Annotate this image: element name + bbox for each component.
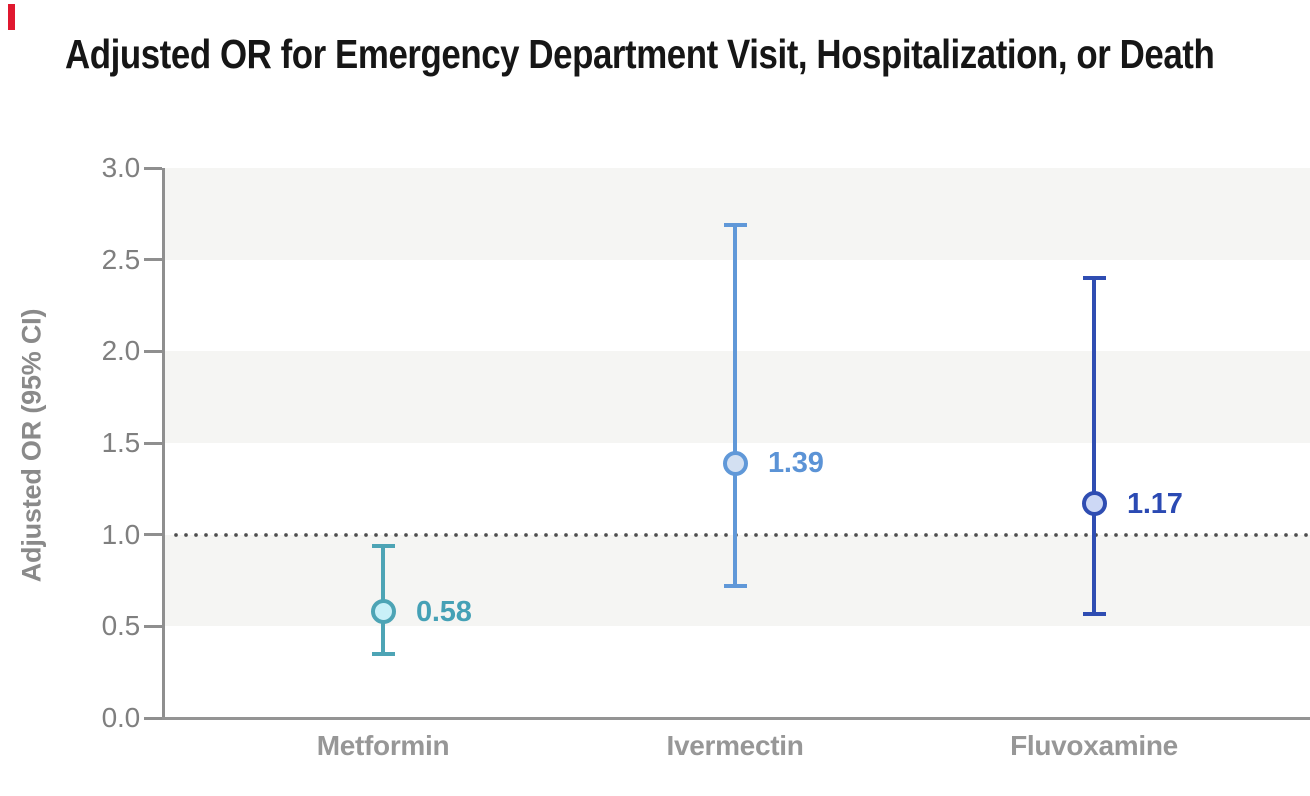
y-tick xyxy=(144,441,162,445)
ci-whisker-fluvoxamine xyxy=(1092,278,1096,614)
ci-cap-top xyxy=(1082,276,1106,280)
ci-cap-bottom xyxy=(723,584,747,588)
y-tick-label: 1.0 xyxy=(101,518,141,550)
point-value-label: 0.58 xyxy=(416,595,472,628)
ci-cap-top xyxy=(371,543,395,548)
y-tick-label: 2.5 xyxy=(101,243,141,275)
plot-area: 0.58 1.39 1.17 xyxy=(144,166,1310,720)
shaded-band xyxy=(165,168,1310,260)
y-tick-label: 1.5 xyxy=(101,427,141,458)
shaded-band xyxy=(165,534,1310,627)
x-category-label-fluvoxamine: Fluvoxamine xyxy=(1010,730,1178,761)
y-tick-label: 2.0 xyxy=(101,335,141,367)
y-tick xyxy=(144,349,162,353)
y-tick xyxy=(144,716,162,720)
y-tick xyxy=(144,624,162,628)
y-tick-label: 0.0 xyxy=(101,702,141,733)
y-tick xyxy=(144,258,162,262)
ci-whisker-ivermectin xyxy=(733,224,737,586)
y-tick-label: 0.5 xyxy=(101,610,141,642)
y-tick xyxy=(144,166,162,170)
x-category-label-metformin: Metformin xyxy=(316,730,450,761)
chart-title: Adjusted OR for Emergency Department Vis… xyxy=(65,30,1310,78)
shaded-band xyxy=(165,351,1310,443)
ci-cap-bottom xyxy=(1082,611,1106,616)
y-tick-label: 3.0 xyxy=(101,152,141,183)
ci-cap-bottom xyxy=(371,651,395,656)
point-marker-ivermectin xyxy=(722,450,748,476)
x-category-label-ivermectin: Ivermectin xyxy=(666,730,804,761)
chart-title-text: Adjusted OR for Emergency Department Vis… xyxy=(65,31,1215,77)
point-value-label: 1.17 xyxy=(1127,487,1183,520)
x-axis-line xyxy=(144,717,1310,720)
y-tick xyxy=(144,533,162,537)
y-axis-line xyxy=(162,168,165,718)
point-marker-metformin xyxy=(370,599,396,625)
point-marker-fluvoxamine xyxy=(1081,491,1107,516)
nejm-accent-bar xyxy=(8,4,15,30)
reference-dotted-line xyxy=(171,532,1310,537)
ci-cap-top xyxy=(723,222,747,227)
point-value-label: 1.39 xyxy=(768,447,824,480)
